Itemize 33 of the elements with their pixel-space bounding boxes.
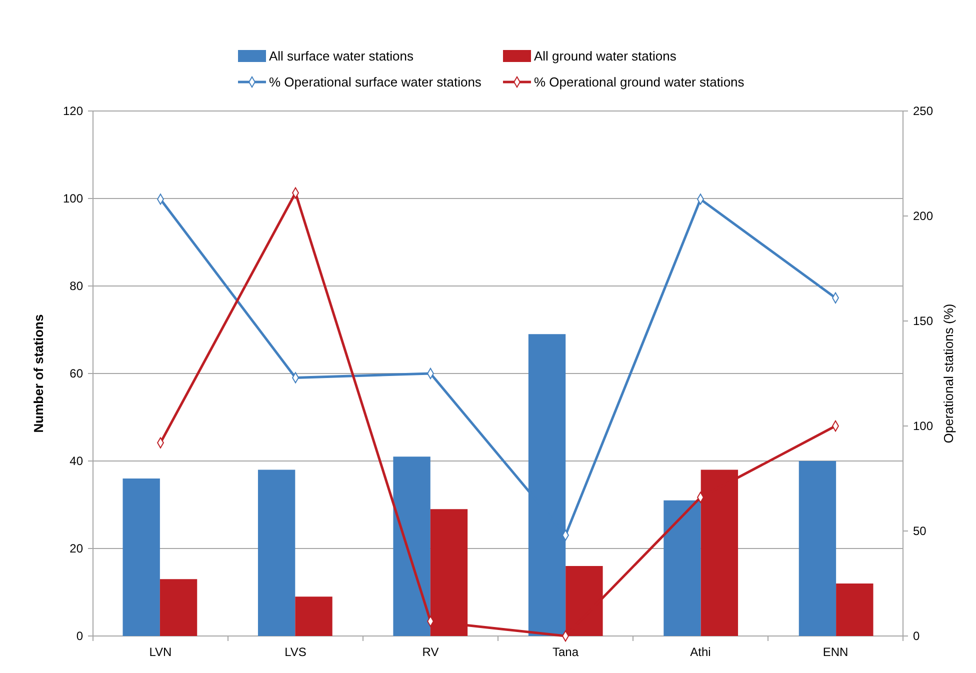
y-tick-label: 60	[70, 366, 84, 381]
y-tick-label: 40	[70, 454, 84, 468]
legend-label: % Operational surface water stations	[269, 74, 482, 90]
y2-tick-label: 0	[913, 629, 920, 644]
y-axis-title: Number of stations	[31, 314, 46, 433]
bar	[160, 579, 198, 636]
x-tick-label: Tana	[552, 645, 579, 659]
y-tick-label: 0	[76, 629, 84, 644]
bar	[122, 478, 160, 636]
y2-axis-title: Operational stations (%)	[941, 304, 956, 444]
y-tick-label: 80	[70, 279, 84, 294]
bar	[664, 500, 701, 636]
legend-label: All ground water stations	[534, 48, 677, 64]
legend-label: All surface water stations	[269, 48, 414, 64]
x-tick-label: LVN	[149, 645, 172, 659]
y2-tick-label: 250	[913, 104, 934, 118]
bar	[393, 456, 430, 636]
bar	[258, 470, 296, 636]
y-tick-label: 100	[62, 192, 84, 206]
x-tick-label: ENN	[822, 645, 848, 659]
y-tick-label: 20	[70, 542, 84, 556]
x-tick-label: LVS	[284, 645, 306, 659]
x-tick-label: RV	[422, 645, 439, 659]
legend-label: % Operational ground water stations	[534, 74, 745, 90]
bar	[798, 461, 836, 636]
x-tick-label: Athi	[690, 645, 711, 659]
y2-tick-label: 150	[913, 314, 934, 328]
bar	[295, 596, 332, 636]
y-tick-label: 120	[62, 104, 84, 118]
y2-tick-label: 200	[913, 209, 934, 224]
y2-tick-label: 100	[913, 419, 934, 434]
y2-tick-label: 50	[913, 524, 927, 538]
bar	[836, 584, 874, 636]
